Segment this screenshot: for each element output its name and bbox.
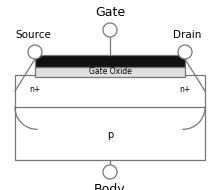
Text: n+: n+	[29, 85, 40, 94]
Text: Gate Oxide: Gate Oxide	[89, 67, 131, 77]
Bar	[15, 75, 205, 160]
Text: Drain: Drain	[173, 30, 201, 40]
Text: Source: Source	[15, 30, 51, 40]
Circle shape	[103, 23, 117, 37]
Text: Body: Body	[94, 183, 126, 190]
Bar	[35, 55, 185, 67]
Text: n+: n+	[180, 85, 191, 94]
Text: Gate: Gate	[95, 6, 125, 19]
Circle shape	[103, 165, 117, 179]
Text: p: p	[107, 130, 113, 139]
Circle shape	[28, 45, 42, 59]
Bar	[35, 67, 185, 77]
Circle shape	[178, 45, 192, 59]
